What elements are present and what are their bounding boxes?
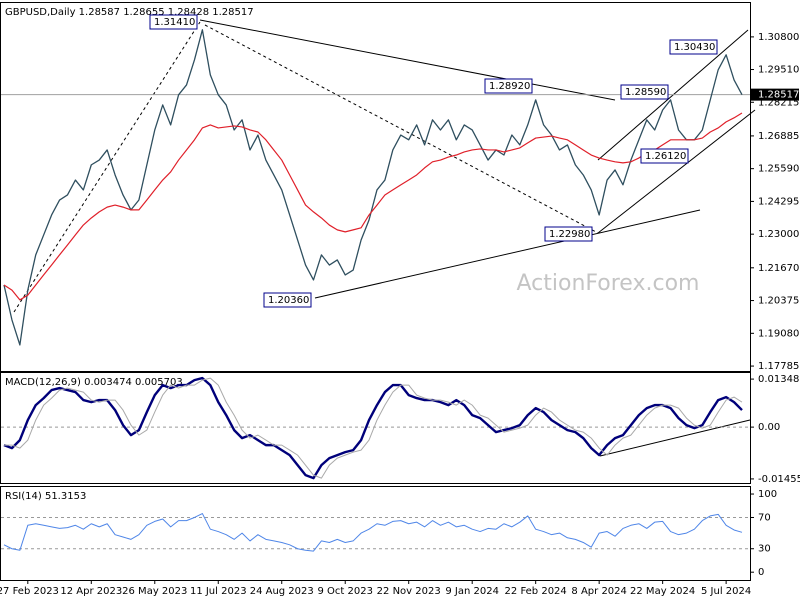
y-tick-label: 1.26885 [758, 131, 799, 142]
y-tick-label: 1.23000 [758, 229, 799, 240]
panel-title: MACD(12,26,9) 0.003474 0.005703 [5, 377, 183, 388]
annotation-box [263, 292, 312, 308]
y-tick-label: 1.21670 [758, 263, 799, 274]
y-tick-label: 1.30800 [758, 32, 799, 43]
x-tick-label: 9 Oct 2023 [317, 586, 372, 597]
macd-trendline [599, 419, 751, 457]
x-tick-label: 24 Aug 2023 [250, 586, 314, 597]
annotation-label: 1.31410 [154, 17, 195, 28]
annotation-box [484, 78, 533, 94]
last-price-box [751, 88, 799, 101]
support-line [314, 209, 701, 299]
y-tick-label: 100 [758, 489, 777, 500]
trendlines [13, 19, 756, 457]
dashed-trendline [204, 24, 599, 234]
x-tick-label: 22 Nov 2023 [377, 586, 441, 597]
annotation-box [669, 39, 718, 55]
annotation-label: 1.30430 [674, 42, 715, 53]
y-tick-label: 0.00 [758, 422, 780, 433]
y-tick-label: 1.28215 [758, 97, 799, 108]
macd-panel-frame [0, 372, 751, 484]
series-line [3, 513, 743, 552]
x-tick-label: 11 Jul 2023 [190, 586, 247, 597]
x-tick-label: 22 May 2024 [630, 586, 695, 597]
annotation-label: 1.20360 [268, 295, 309, 306]
annotation-box [620, 84, 669, 100]
x-tick-label: 22 Feb 2024 [505, 586, 567, 597]
y-tick-label: 1.29510 [758, 65, 799, 76]
price-panel-frame [0, 2, 751, 372]
annotation-label: 1.28590 [625, 87, 666, 98]
annotation-box [544, 226, 593, 242]
x-tick-label: 27 Feb 2023 [0, 586, 59, 597]
series-line [3, 29, 743, 346]
annotation-label: 1.28920 [489, 81, 530, 92]
annotation-label: 1.26120 [645, 151, 686, 162]
series-line [4, 377, 743, 479]
x-tick-label: 8 Apr 2024 [571, 586, 626, 597]
series-line [3, 376, 743, 480]
y-tick-label: 70 [758, 512, 771, 523]
y-tick-label: 1.25590 [758, 164, 799, 175]
x-tick-label: 26 May 2023 [122, 586, 187, 597]
x-tick-label: 12 Apr 2023 [60, 586, 122, 597]
y-tick-label: 1.20375 [758, 296, 799, 307]
panel-title: GBPUSD,Daily 1.28587 1.28655 1.28428 1.2… [5, 7, 254, 18]
annotation-box [149, 14, 198, 30]
watermark: ActionForex.com [517, 271, 700, 296]
last-price-label: 1.28517 [758, 90, 799, 101]
y-tick-label: -0.014554 [758, 474, 800, 485]
channel-lower [597, 109, 756, 234]
panel-title: RSI(14) 51.3153 [5, 491, 86, 502]
y-tick-label: 0 [758, 567, 764, 578]
y-tick-label: 1.17785 [758, 361, 799, 372]
annotation-label: 1.22980 [549, 229, 590, 240]
rsi-panel-frame [0, 486, 751, 581]
y-tick-label: 1.19080 [758, 328, 799, 339]
series-line [3, 112, 743, 301]
y-tick-label: 30 [758, 544, 771, 555]
y-tick-label: 1.24295 [758, 196, 799, 207]
x-tick-label: 5 Jul 2024 [701, 586, 751, 597]
resistance-line [199, 19, 616, 101]
x-tick-label: 9 Jan 2024 [445, 586, 499, 597]
annotation-box [640, 148, 689, 164]
y-tick-label: 0.013489 [758, 374, 800, 385]
